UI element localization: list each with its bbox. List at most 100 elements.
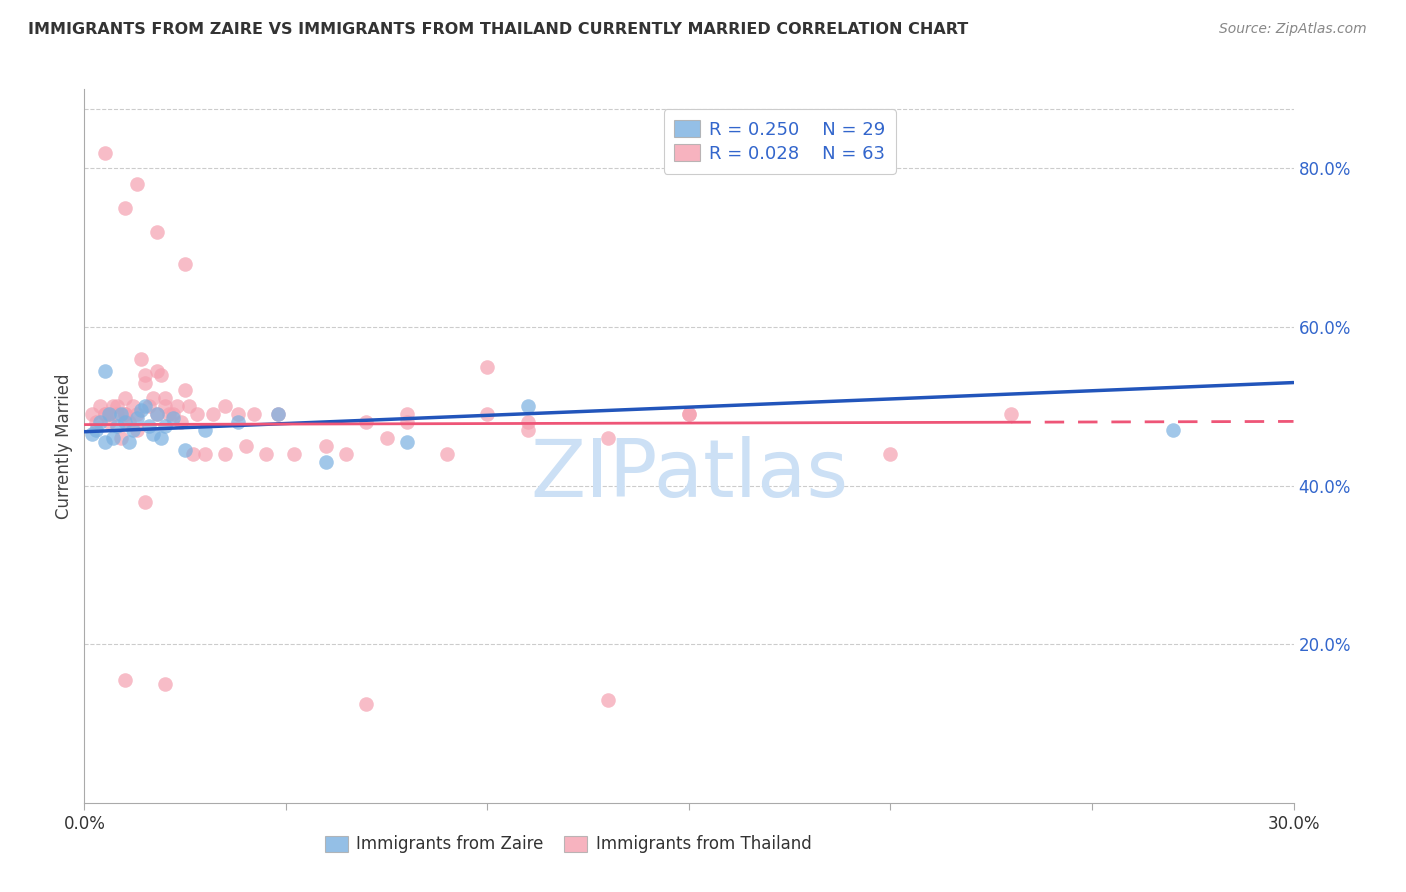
Point (134, 494, 156, 508)
Point (142, 427, 165, 442)
Point (395, 407, 418, 421)
Point (226, 415, 249, 429)
Point (149, 431, 172, 445)
Point (375, 431, 398, 445)
Point (142, 392, 165, 406)
Point (105, 400, 128, 414)
Point (138, 419, 160, 434)
Point (134, 368, 156, 382)
Point (118, 435, 141, 450)
Point (105, 419, 128, 434)
Point (110, 431, 132, 445)
Text: Source: ZipAtlas.com: Source: ZipAtlas.com (1219, 22, 1367, 37)
Point (356, 415, 378, 429)
Point (86, 423, 108, 437)
Point (226, 407, 249, 421)
Point (283, 447, 305, 461)
Point (153, 419, 176, 434)
Point (125, 407, 148, 421)
Point (153, 392, 176, 406)
Point (93, 364, 115, 378)
Text: IMMIGRANTS FROM ZAIRE VS IMMIGRANTS FROM THAILAND CURRENTLY MARRIED CORRELATION : IMMIGRANTS FROM ZAIRE VS IMMIGRANTS FROM… (28, 22, 969, 37)
Point (267, 407, 290, 421)
Point (134, 400, 156, 414)
Point (516, 423, 538, 437)
Point (315, 455, 337, 469)
Y-axis label: Currently Married: Currently Married (55, 373, 73, 519)
Point (125, 423, 148, 437)
Point (97, 407, 120, 421)
Point (129, 351, 152, 366)
Point (194, 447, 217, 461)
Point (93, 407, 115, 421)
Point (93, 435, 115, 450)
Point (202, 407, 225, 421)
Point (315, 439, 337, 453)
Point (153, 400, 176, 414)
Point (97, 407, 120, 421)
Point (678, 407, 700, 421)
Point (395, 415, 418, 429)
Point (174, 384, 197, 398)
Point (146, 225, 169, 239)
Point (477, 407, 499, 421)
Point (242, 407, 264, 421)
Text: ZIPatlas: ZIPatlas (530, 435, 848, 514)
Point (166, 400, 188, 414)
Point (125, 178, 148, 192)
Point (174, 442, 197, 457)
Point (395, 435, 418, 450)
Point (162, 407, 184, 421)
Point (162, 411, 184, 425)
Point (598, 692, 620, 706)
Point (114, 392, 136, 406)
Point (1000, 407, 1022, 421)
Point (125, 411, 148, 425)
Point (170, 415, 193, 429)
Point (235, 439, 257, 453)
Point (101, 400, 124, 414)
Point (186, 407, 208, 421)
Point (114, 201, 136, 215)
Point (146, 407, 169, 421)
Point (157, 407, 180, 421)
Point (101, 431, 124, 445)
Point (114, 407, 136, 421)
Point (153, 677, 176, 691)
Legend: Immigrants from Zaire, Immigrants from Thailand: Immigrants from Zaire, Immigrants from T… (318, 829, 818, 860)
Point (267, 407, 290, 421)
Point (105, 407, 128, 421)
Point (93, 407, 115, 421)
Point (110, 407, 132, 421)
Point (214, 400, 236, 414)
Point (879, 447, 901, 461)
Point (149, 368, 172, 382)
Point (146, 364, 169, 378)
Point (114, 673, 136, 687)
Point (118, 415, 141, 429)
Point (181, 447, 204, 461)
Point (138, 400, 160, 414)
Point (436, 447, 458, 461)
Point (82, 407, 104, 421)
Point (214, 447, 236, 461)
Point (356, 697, 378, 711)
Point (598, 431, 620, 445)
Point (134, 376, 156, 390)
Point (174, 257, 197, 271)
Point (194, 423, 217, 437)
Point (89, 415, 111, 429)
Point (516, 400, 538, 414)
Point (93, 145, 115, 160)
Point (678, 407, 700, 421)
Point (114, 407, 136, 421)
Point (97, 415, 120, 429)
Point (146, 407, 169, 421)
Point (516, 415, 538, 429)
Point (121, 423, 143, 437)
Point (82, 427, 104, 442)
Point (1161, 423, 1184, 437)
Point (179, 400, 201, 414)
Point (129, 403, 152, 417)
Point (114, 415, 136, 429)
